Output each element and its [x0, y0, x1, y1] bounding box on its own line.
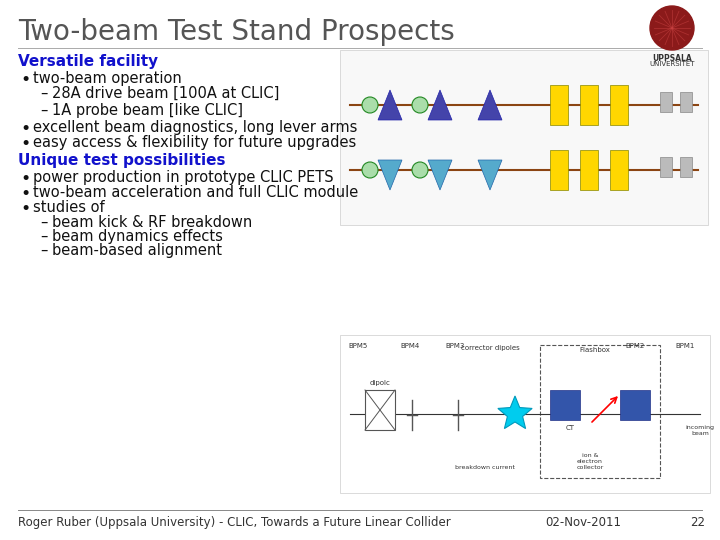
Text: –: – [40, 103, 48, 118]
Circle shape [362, 97, 378, 113]
Text: –: – [40, 86, 48, 101]
Bar [680, 92, 692, 112]
Text: –: – [40, 215, 48, 230]
Polygon shape [498, 396, 532, 429]
Text: 02-Nov-2011: 02-Nov-2011 [545, 516, 621, 529]
Text: Two-beam Test Stand Prospects: Two-beam Test Stand Prospects [18, 18, 455, 46]
Bar [620, 390, 650, 420]
Bar [610, 150, 628, 190]
Text: beam dynamics effects: beam dynamics effects [52, 229, 223, 244]
Text: •: • [20, 71, 30, 89]
Bar [550, 390, 580, 420]
Bar [540, 345, 660, 478]
Circle shape [412, 162, 428, 178]
Text: •: • [20, 120, 30, 138]
Bar [610, 85, 628, 125]
Text: Flashbox: Flashbox [580, 347, 611, 353]
Polygon shape [478, 160, 502, 190]
Bar [365, 390, 395, 430]
Text: incoming
beam: incoming beam [685, 425, 714, 436]
Polygon shape [478, 90, 502, 120]
Circle shape [362, 162, 378, 178]
Text: beam-based alignment: beam-based alignment [52, 243, 222, 258]
Bar [580, 85, 598, 125]
Text: Unique test possibilities: Unique test possibilities [18, 153, 225, 168]
Text: corrector dipoles: corrector dipoles [461, 345, 519, 351]
Text: 28A drive beam [100A at CLIC]: 28A drive beam [100A at CLIC] [52, 86, 279, 101]
Bar [580, 150, 598, 190]
Text: Versatile facility: Versatile facility [18, 54, 158, 69]
Text: •: • [20, 185, 30, 203]
Bar [660, 157, 672, 177]
Polygon shape [378, 160, 402, 190]
Text: 22: 22 [690, 516, 705, 529]
Text: two-beam acceleration and full CLIC module: two-beam acceleration and full CLIC modu… [33, 185, 359, 200]
Bar [550, 85, 568, 125]
Polygon shape [428, 90, 452, 120]
Text: CT: CT [565, 425, 575, 431]
Polygon shape [378, 90, 402, 120]
Text: beam kick & RF breakdown: beam kick & RF breakdown [52, 215, 252, 230]
Polygon shape [428, 160, 452, 190]
Text: ion &
electron
collector: ion & electron collector [577, 453, 603, 470]
Circle shape [412, 97, 428, 113]
Text: studies of: studies of [33, 200, 104, 215]
Text: UNIVERSITET: UNIVERSITET [649, 61, 695, 67]
Text: BPM4: BPM4 [400, 343, 420, 349]
Text: UPPSALA: UPPSALA [652, 54, 692, 63]
Bar [660, 92, 672, 112]
Bar [340, 50, 708, 225]
Text: BPM2: BPM2 [626, 343, 644, 349]
Bar [680, 157, 692, 177]
Text: BPM5: BPM5 [348, 343, 368, 349]
Text: BPM1: BPM1 [675, 343, 695, 349]
Text: breakdown current: breakdown current [455, 465, 515, 470]
Text: –: – [40, 229, 48, 244]
Bar [340, 335, 710, 493]
Text: easy access & flexibility for future upgrades: easy access & flexibility for future upg… [33, 135, 356, 150]
Text: –: – [40, 243, 48, 258]
Text: •: • [20, 135, 30, 153]
Text: Roger Ruber (Uppsala University) - CLIC, Towards a Future Linear Collider: Roger Ruber (Uppsala University) - CLIC,… [18, 516, 451, 529]
Text: •: • [20, 170, 30, 188]
Text: BPM3: BPM3 [445, 343, 464, 349]
Text: excellent beam diagnostics, long lever arms: excellent beam diagnostics, long lever a… [33, 120, 357, 135]
Text: power production in prototype CLIC PETS: power production in prototype CLIC PETS [33, 170, 333, 185]
Text: dipolc: dipolc [369, 380, 390, 386]
Circle shape [650, 6, 694, 50]
Text: two-beam operation: two-beam operation [33, 71, 181, 86]
Text: •: • [20, 200, 30, 218]
Text: 1A probe beam [like CLIC]: 1A probe beam [like CLIC] [52, 103, 243, 118]
Bar [550, 150, 568, 190]
